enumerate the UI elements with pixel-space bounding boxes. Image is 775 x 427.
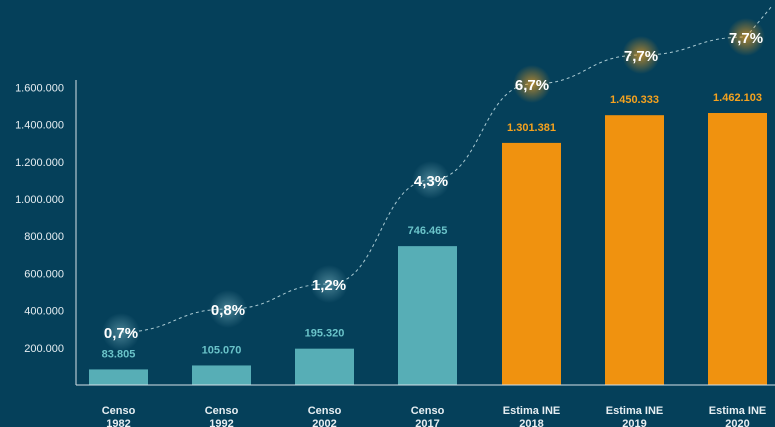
bar bbox=[192, 365, 251, 385]
bar-value-label: 83.805 bbox=[102, 348, 136, 360]
y-tick-label: 600.000 bbox=[24, 268, 64, 280]
bar-value-label: 1.450.333 bbox=[610, 94, 659, 106]
growth-percent-label: 7,7% bbox=[624, 48, 658, 65]
growth-percent-label: 0,7% bbox=[104, 325, 138, 342]
bar bbox=[708, 113, 767, 386]
x-tick-label: Estima INE 2019 bbox=[606, 405, 663, 427]
bar-value-label: 1.462.103 bbox=[713, 92, 762, 104]
y-tick-label: 1.200.000 bbox=[15, 157, 64, 169]
y-tick-label: 400.000 bbox=[24, 306, 64, 318]
x-tick-label: Censo 1992 bbox=[205, 405, 239, 427]
bar bbox=[89, 369, 148, 385]
x-axis-ticks: Censo 1982 Censo 1992 Censo 2002 Censo 2017 Esti… bbox=[102, 405, 767, 427]
y-tick-label: 1.000.000 bbox=[15, 194, 64, 206]
x-tick-label: Estima INE 2018 bbox=[503, 405, 560, 427]
bar bbox=[398, 246, 457, 385]
bar-value-labels: 83.805 105.070 195.320 746.465 1.301.381 1.45… bbox=[102, 92, 762, 360]
growth-percent-label: 1,2% bbox=[312, 277, 346, 294]
y-axis-ticks: 200.000 400.000 600.000 800.000 1.000.000 1.2… bbox=[15, 82, 64, 354]
y-tick-label: 800.000 bbox=[24, 231, 64, 243]
bar-value-label: 195.320 bbox=[305, 328, 345, 340]
x-tick-label: Censo 2002 bbox=[308, 405, 342, 427]
bar-value-label: 105.070 bbox=[202, 344, 242, 356]
bar bbox=[502, 142, 561, 385]
percent-marker-glow bbox=[412, 161, 450, 199]
percent-marker-glow bbox=[727, 18, 765, 56]
percent-marker-glow bbox=[209, 290, 247, 328]
growth-percent-labels: 0,7% 0,8% 1,2% 4,3% 6,7% 7,7% 7,7% bbox=[102, 18, 765, 351]
y-tick-label: 1.400.000 bbox=[15, 120, 64, 132]
x-tick-label: Censo 2017 bbox=[411, 405, 445, 427]
y-tick-label: 200.000 bbox=[24, 343, 64, 355]
x-tick-label: Estima INE 2020 bbox=[709, 405, 766, 427]
percent-marker-glow bbox=[310, 265, 348, 303]
growth-percent-label: 0,8% bbox=[211, 302, 245, 319]
bar-value-label: 1.301.381 bbox=[507, 122, 556, 134]
growth-percent-label: 6,7% bbox=[515, 77, 549, 94]
bar-value-label: 746.465 bbox=[408, 225, 448, 237]
growth-percent-label: 4,3% bbox=[414, 173, 448, 190]
x-tick-label: Censo 1982 bbox=[102, 405, 136, 427]
bar bbox=[295, 348, 354, 385]
growth-percent-label: 7,7% bbox=[729, 30, 763, 47]
percent-marker-glow bbox=[102, 313, 140, 351]
percent-marker-glow bbox=[622, 36, 660, 74]
bar bbox=[605, 115, 664, 385]
percent-marker-glow bbox=[513, 65, 551, 103]
y-tick-label: 1.600.000 bbox=[15, 82, 64, 94]
bars bbox=[89, 113, 767, 386]
